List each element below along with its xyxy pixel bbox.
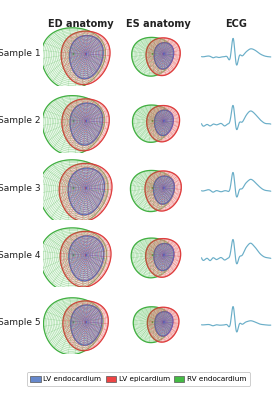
PathPatch shape — [43, 298, 103, 355]
PathPatch shape — [39, 160, 108, 226]
PathPatch shape — [133, 307, 172, 343]
PathPatch shape — [41, 28, 106, 89]
PathPatch shape — [70, 36, 103, 79]
PathPatch shape — [132, 37, 173, 76]
PathPatch shape — [147, 307, 179, 342]
Text: Sample 5: Sample 5 — [0, 318, 40, 326]
Text: ED anatomy: ED anatomy — [48, 19, 114, 29]
PathPatch shape — [146, 238, 181, 277]
Text: Sample 1: Sample 1 — [0, 50, 40, 58]
PathPatch shape — [155, 312, 173, 336]
PathPatch shape — [155, 110, 173, 136]
PathPatch shape — [68, 168, 104, 215]
PathPatch shape — [69, 236, 104, 281]
PathPatch shape — [40, 228, 107, 292]
PathPatch shape — [71, 305, 102, 345]
Text: Sample 2: Sample 2 — [0, 116, 40, 126]
PathPatch shape — [61, 31, 110, 85]
PathPatch shape — [132, 105, 173, 142]
PathPatch shape — [153, 176, 174, 204]
PathPatch shape — [63, 301, 108, 351]
Text: ECG: ECG — [225, 19, 247, 29]
Text: ES anatomy: ES anatomy — [126, 19, 191, 29]
Legend: LV endocardium, LV epicardium, RV endocardium: LV endocardium, LV epicardium, RV endoca… — [27, 372, 250, 386]
Text: Sample 3: Sample 3 — [0, 184, 40, 192]
PathPatch shape — [62, 99, 109, 151]
PathPatch shape — [154, 43, 174, 69]
PathPatch shape — [147, 106, 179, 142]
PathPatch shape — [145, 171, 181, 211]
PathPatch shape — [154, 244, 174, 271]
PathPatch shape — [59, 163, 112, 221]
PathPatch shape — [131, 238, 174, 278]
Text: Sample 4: Sample 4 — [0, 250, 40, 260]
PathPatch shape — [130, 170, 175, 212]
PathPatch shape — [146, 38, 180, 76]
PathPatch shape — [70, 103, 103, 145]
PathPatch shape — [42, 96, 104, 155]
PathPatch shape — [60, 231, 111, 287]
